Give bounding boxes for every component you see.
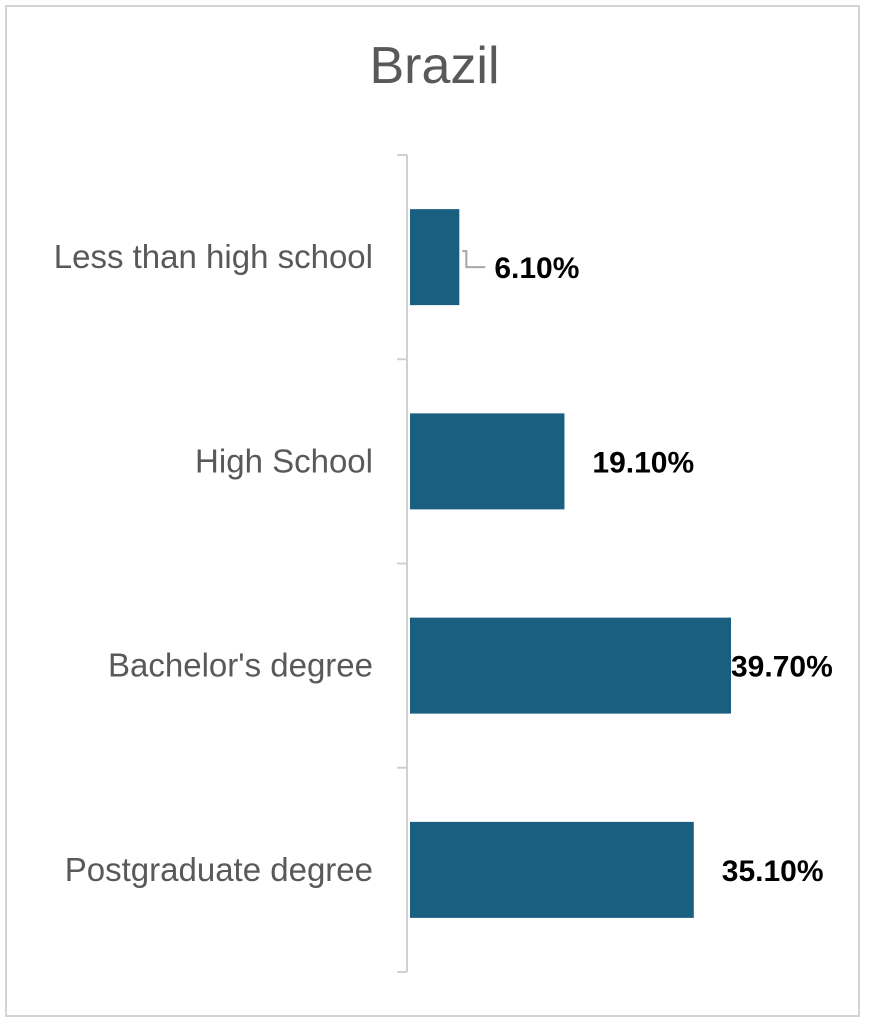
value-label: 6.10% (494, 252, 579, 285)
value-label: 35.10% (722, 855, 824, 888)
category-label: Bachelor's degree (108, 647, 373, 684)
value-label: 39.70% (731, 651, 833, 684)
value-label-leader (462, 250, 486, 269)
category-label: Less than high school (54, 238, 373, 275)
category-label: High School (195, 442, 373, 479)
value-label: 19.10% (592, 446, 694, 479)
bar[interactable] (410, 617, 731, 714)
bar[interactable] (410, 413, 565, 510)
bar[interactable] (410, 821, 694, 918)
bar[interactable] (410, 209, 460, 306)
category-label: Postgraduate degree (65, 851, 373, 888)
chart-title: Brazil (369, 37, 500, 95)
